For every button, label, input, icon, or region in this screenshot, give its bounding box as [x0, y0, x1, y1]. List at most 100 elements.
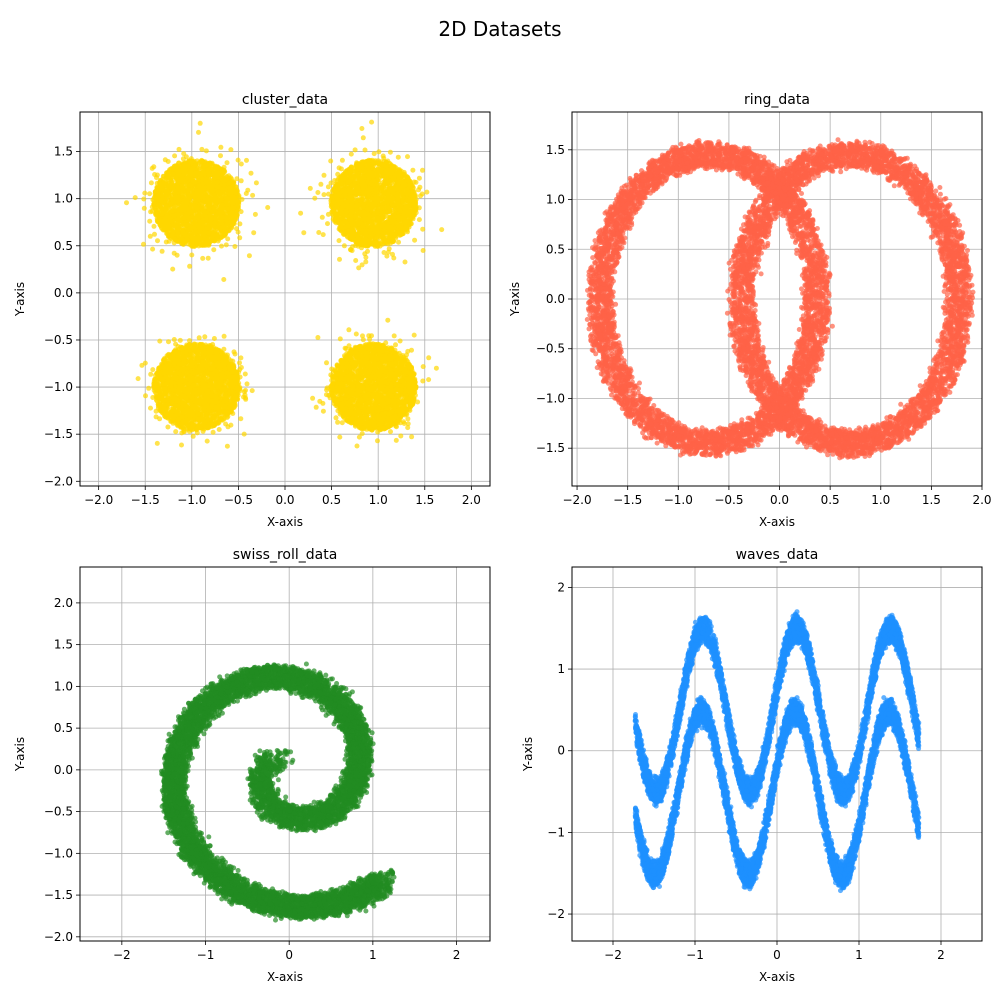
data-point — [348, 247, 353, 252]
data-point — [207, 162, 212, 167]
data-point — [355, 171, 360, 176]
data-point — [141, 242, 146, 247]
data-point — [328, 159, 333, 164]
data-point — [375, 209, 380, 214]
data-point — [359, 126, 364, 131]
data-point — [195, 222, 200, 227]
data-point — [369, 187, 374, 192]
data-point — [207, 226, 212, 231]
data-point — [389, 186, 394, 191]
data-point — [407, 225, 412, 230]
data-point — [227, 181, 232, 186]
data-point — [249, 171, 254, 176]
data-point — [177, 147, 182, 152]
data-point — [369, 120, 374, 125]
data-point — [346, 205, 351, 210]
data-point — [156, 188, 161, 193]
data-point — [206, 203, 211, 208]
data-point — [239, 162, 244, 167]
data-point — [184, 202, 189, 207]
data-point — [355, 185, 360, 190]
data-point — [220, 230, 225, 235]
data-point — [332, 178, 337, 183]
data-point — [166, 159, 171, 164]
data-point — [162, 226, 167, 231]
data-point — [391, 175, 396, 180]
data-point — [205, 193, 210, 198]
data-point — [206, 231, 211, 236]
data-point — [191, 198, 196, 203]
data-point — [373, 188, 378, 193]
data-point — [396, 155, 401, 160]
data-point — [376, 172, 381, 177]
data-point — [350, 189, 355, 194]
data-point — [366, 192, 371, 197]
data-point — [388, 150, 393, 155]
data-point — [133, 195, 138, 200]
data-point — [379, 186, 384, 191]
data-point — [326, 184, 331, 189]
data-point — [220, 215, 225, 220]
data-point — [181, 179, 186, 184]
data-point — [337, 165, 342, 170]
data-point — [190, 167, 195, 172]
data-point — [224, 242, 229, 247]
data-point — [312, 196, 317, 201]
data-point — [155, 441, 160, 446]
data-point — [229, 213, 234, 218]
data-point — [203, 240, 208, 245]
data-point — [151, 164, 156, 169]
data-point — [180, 230, 185, 235]
data-point — [387, 208, 392, 213]
data-point — [396, 240, 401, 245]
data-point — [151, 201, 156, 206]
data-point — [361, 135, 366, 140]
data-point — [366, 218, 371, 223]
data-point — [228, 147, 233, 152]
data-point — [372, 240, 377, 245]
data-point — [164, 191, 169, 196]
data-point — [150, 247, 155, 252]
data-point — [221, 169, 226, 174]
data-point — [393, 206, 398, 211]
data-point — [334, 220, 339, 225]
data-point — [339, 211, 344, 216]
data-point — [142, 191, 147, 196]
data-point — [347, 170, 352, 175]
data-point — [214, 199, 219, 204]
data-point — [160, 249, 165, 254]
data-point — [216, 172, 221, 177]
data-point — [356, 191, 361, 196]
data-point — [360, 190, 365, 195]
data-point — [337, 238, 342, 243]
data-point — [322, 192, 327, 197]
data-point — [361, 209, 366, 214]
data-point — [230, 199, 235, 204]
data-point — [337, 192, 342, 197]
data-point — [348, 174, 353, 179]
data-point — [358, 198, 363, 203]
data-point — [399, 232, 404, 237]
data-point — [384, 240, 389, 245]
data-point — [155, 173, 160, 178]
data-point — [147, 219, 152, 224]
data-point — [411, 185, 416, 190]
data-point — [387, 246, 392, 251]
data-point — [353, 204, 358, 209]
data-point — [424, 190, 429, 195]
data-point — [215, 164, 220, 169]
data-point — [220, 186, 225, 191]
data-point — [410, 195, 415, 200]
data-point — [193, 163, 198, 168]
data-point — [208, 214, 213, 219]
data-point — [224, 196, 229, 201]
data-point — [353, 180, 358, 185]
data-point — [196, 177, 201, 182]
data-point — [175, 181, 180, 186]
data-point — [170, 208, 175, 213]
data-point — [417, 176, 422, 181]
data-point — [200, 225, 205, 230]
data-point — [165, 212, 170, 217]
data-point — [233, 184, 238, 189]
data-point — [316, 230, 321, 235]
